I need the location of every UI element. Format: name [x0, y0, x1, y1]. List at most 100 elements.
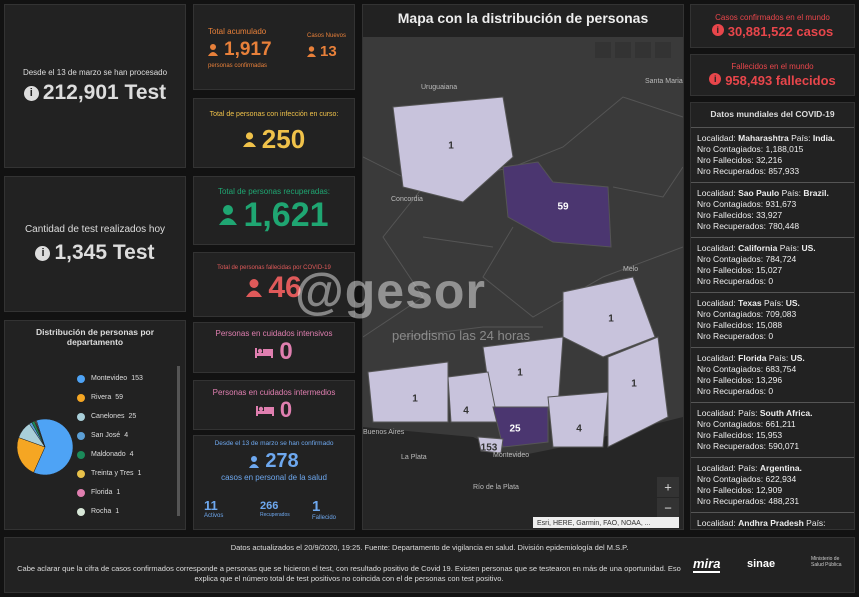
logo-mira: mira: [693, 556, 721, 573]
label: Nro Fallecidos:: [697, 485, 754, 495]
recuperados-line: Nro Recuperados: 857,933: [697, 166, 848, 177]
new-label: Casos Nuevos: [307, 33, 347, 39]
contagiados-line: Nro Contagiados: 709,083: [697, 309, 848, 320]
qr-button[interactable]: [655, 42, 671, 58]
active: 11 Activos: [204, 498, 223, 519]
zoom-in-button[interactable]: [657, 477, 679, 497]
zoom-out-button[interactable]: [657, 498, 679, 518]
zoom-in[interactable]: +: [664, 479, 672, 494]
value: 30,881,522 casos: [727, 24, 834, 39]
legend-item: Montevideo 153: [77, 369, 143, 388]
legend-item: Treinta y Tres 1: [77, 464, 143, 483]
recuperados-line: Nro Recuperados: 488,231: [697, 496, 848, 507]
info-icon: i: [35, 245, 51, 261]
map[interactable]: 1 59 1 1 1 4 25 153 4 1 Uruguaiana Santa Maria Conc…: [363, 37, 683, 529]
value: 46: [268, 270, 302, 304]
recuperados: 780,448: [768, 221, 800, 231]
value-row: 46: [246, 270, 302, 305]
legend-name: Montevideo: [91, 375, 128, 382]
location-line: Localidad: Maharashtra País: India.: [697, 133, 848, 144]
attribution: Esri, HERE, Garmin, FAO, NOAA, ...: [537, 520, 651, 527]
place-name: Concordia: [391, 196, 423, 203]
recuperados-line: Nro Recuperados: 0: [697, 331, 848, 342]
legend-swatch: [77, 507, 85, 516]
world-item: Localidad: Texas País: US. Nro Contagiado…: [691, 292, 854, 347]
value: 0: [279, 396, 293, 422]
label: Nro Recuperados:: [697, 386, 766, 396]
recovered-label: Recuperados: [260, 512, 290, 518]
value-row: 1,917: [208, 39, 272, 61]
pie-slice: [16, 437, 46, 473]
list-button[interactable]: [615, 42, 631, 58]
recuperados-line: Nro Recuperados: 590,071: [697, 441, 848, 452]
new-value: 13: [320, 43, 337, 60]
pie-slice: [35, 420, 46, 448]
value-row: 0: [255, 338, 293, 366]
person-icon: [307, 46, 316, 57]
recovered-panel: Total de personas recuperadas: 1,621: [193, 176, 355, 245]
active-panel: Total de personas con infección en curso…: [193, 98, 355, 168]
label: Nro Contagiados:: [697, 199, 764, 209]
icu-panel: Personas en cuidados intensivos 0: [193, 322, 355, 373]
fallecidos: 15,953: [756, 430, 783, 440]
contagiados-line: Nro Contagiados: 931,673: [697, 199, 848, 210]
place-name: Santa Maria: [645, 78, 683, 85]
region-count: 1: [448, 141, 454, 152]
place-labels: Uruguaiana Santa Maria Concordia Melo La Pla…: [363, 78, 683, 491]
fallecidos: 12,909: [756, 485, 783, 495]
intermediate-panel: Personas en cuidados intermedios 0: [193, 380, 355, 430]
value-row: 278: [194, 450, 354, 473]
world-list[interactable]: Localidad: Maharashtra País: India. Nro C…: [691, 127, 854, 529]
scrollbar: [177, 366, 180, 516]
info-icon: i: [709, 73, 722, 85]
legend-name: Treinta y Tres: [91, 470, 134, 477]
bed-icon: [255, 405, 274, 416]
fallecidos-line: Nro Fallecidos: 12,909: [697, 485, 848, 496]
label: País:: [738, 463, 758, 473]
pais: Brazil.: [803, 188, 829, 198]
localidad: Sao Paulo: [738, 188, 780, 198]
person-icon: [246, 278, 263, 297]
recuperados: 590,071: [768, 441, 800, 451]
zoom-out[interactable]: −: [664, 500, 672, 515]
place-name: La Plata: [401, 454, 427, 461]
label: Casos confirmados en el mundo: [715, 13, 830, 22]
value-row: i 30,881,522 casos: [711, 24, 834, 39]
recuperados-line: Nro Recuperados: 0: [697, 276, 848, 287]
fallecidos-line: Nro Fallecidos: 33,927: [697, 210, 848, 221]
person-icon: [242, 132, 256, 147]
legend-swatch: [77, 488, 85, 497]
label: Nro Fallecidos:: [697, 155, 754, 165]
recuperados: 857,933: [768, 166, 800, 176]
location-line: Localidad: Sao Paulo País: Brazil.: [697, 188, 848, 199]
deceased-label: Fallecido: [312, 515, 337, 521]
fallecidos-line: Nro Fallecidos: 15,027: [697, 265, 848, 276]
pais: South Africa.: [759, 408, 813, 418]
value: 1,621: [243, 195, 329, 234]
recuperados: 0: [768, 386, 774, 396]
localidad: Texas: [738, 298, 762, 308]
deceased-value: 1: [312, 498, 321, 515]
layers-button[interactable]: [635, 42, 651, 58]
value-row: 0: [255, 396, 293, 423]
home-button[interactable]: [595, 42, 611, 58]
label: País:: [806, 518, 826, 528]
location-line: Localidad: País: South Africa.: [697, 408, 848, 419]
pais: Argentina.: [759, 463, 802, 473]
localidad: California: [738, 243, 778, 253]
legend-value: 1: [137, 470, 142, 477]
label: Nro Recuperados:: [697, 276, 766, 286]
label: Total de personas con infección en curso…: [209, 111, 339, 118]
fallecidos-line: Nro Fallecidos: 15,088: [697, 320, 848, 331]
label: Nro Fallecidos:: [697, 430, 754, 440]
info-icon: i: [711, 24, 724, 36]
legend-swatch: [77, 469, 85, 478]
label: Total acumulado: [208, 27, 267, 36]
region-count: 59: [557, 202, 569, 213]
location-line: Localidad: Andhra Pradesh País: India.: [697, 518, 848, 529]
region-count: 25: [509, 424, 521, 435]
label: Nro Contagiados:: [697, 144, 764, 154]
value-row: i 212,901 Test: [23, 81, 166, 105]
label: Nro Fallecidos:: [697, 375, 754, 385]
value: 250: [261, 124, 306, 154]
